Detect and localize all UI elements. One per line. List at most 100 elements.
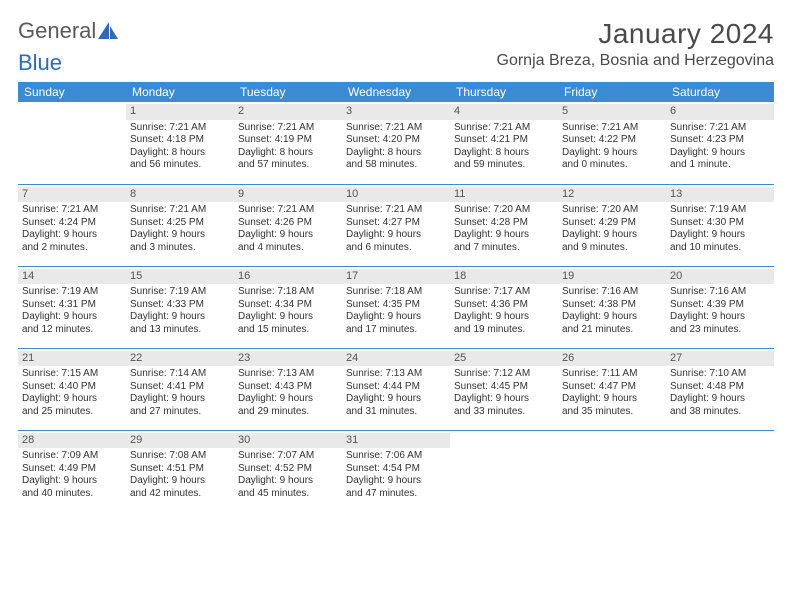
logo-text-gray: General [18, 18, 96, 44]
weekday-header: Friday [558, 82, 666, 102]
daylight1-text: Daylight: 9 hours [562, 393, 662, 406]
calendar-header-row: SundayMondayTuesdayWednesdayThursdayFrid… [18, 82, 774, 102]
calendar-day-cell: 22Sunrise: 7:14 AMSunset: 4:41 PMDayligh… [126, 348, 234, 430]
sunset-text: Sunset: 4:38 PM [562, 299, 662, 312]
day-number: 28 [18, 433, 126, 449]
daylight1-text: Daylight: 9 hours [346, 475, 446, 488]
day-number: 29 [126, 433, 234, 449]
daylight2-text: and 58 minutes. [346, 159, 446, 172]
sunset-text: Sunset: 4:47 PM [562, 381, 662, 394]
sunset-text: Sunset: 4:31 PM [22, 299, 122, 312]
sunset-text: Sunset: 4:20 PM [346, 134, 446, 147]
daylight2-text: and 38 minutes. [670, 406, 770, 419]
sunrise-text: Sunrise: 7:10 AM [670, 368, 770, 381]
calendar-day-cell: 27Sunrise: 7:10 AMSunset: 4:48 PMDayligh… [666, 348, 774, 430]
sunset-text: Sunset: 4:45 PM [454, 381, 554, 394]
daylight2-text: and 29 minutes. [238, 406, 338, 419]
daylight1-text: Daylight: 9 hours [238, 393, 338, 406]
calendar-day-cell: 7Sunrise: 7:21 AMSunset: 4:24 PMDaylight… [18, 184, 126, 266]
sunset-text: Sunset: 4:39 PM [670, 299, 770, 312]
daylight2-text: and 40 minutes. [22, 488, 122, 501]
daylight2-text: and 1 minute. [670, 159, 770, 172]
daylight1-text: Daylight: 8 hours [238, 147, 338, 160]
daylight2-text: and 47 minutes. [346, 488, 446, 501]
calendar-day-cell: 11Sunrise: 7:20 AMSunset: 4:28 PMDayligh… [450, 184, 558, 266]
day-number: 22 [126, 351, 234, 367]
logo-sail-icon [98, 22, 120, 40]
calendar-table: SundayMondayTuesdayWednesdayThursdayFrid… [18, 82, 774, 512]
calendar-day-cell: 17Sunrise: 7:18 AMSunset: 4:35 PMDayligh… [342, 266, 450, 348]
month-title: January 2024 [497, 18, 775, 50]
sunset-text: Sunset: 4:35 PM [346, 299, 446, 312]
sunrise-text: Sunrise: 7:21 AM [22, 204, 122, 217]
sunset-text: Sunset: 4:23 PM [670, 134, 770, 147]
sunrise-text: Sunrise: 7:16 AM [670, 286, 770, 299]
sunrise-text: Sunrise: 7:21 AM [346, 122, 446, 135]
location: Gornja Breza, Bosnia and Herzegovina [497, 52, 775, 70]
calendar-day-cell: 13Sunrise: 7:19 AMSunset: 4:30 PMDayligh… [666, 184, 774, 266]
calendar-day-cell: 25Sunrise: 7:12 AMSunset: 4:45 PMDayligh… [450, 348, 558, 430]
sunset-text: Sunset: 4:29 PM [562, 217, 662, 230]
calendar-day-cell: 15Sunrise: 7:19 AMSunset: 4:33 PMDayligh… [126, 266, 234, 348]
title-block: January 2024 Gornja Breza, Bosnia and He… [497, 18, 775, 70]
day-number: 17 [342, 269, 450, 285]
day-number: 9 [234, 187, 342, 203]
sunrise-text: Sunrise: 7:19 AM [22, 286, 122, 299]
sunset-text: Sunset: 4:33 PM [130, 299, 230, 312]
daylight1-text: Daylight: 9 hours [670, 311, 770, 324]
daylight1-text: Daylight: 9 hours [562, 229, 662, 242]
calendar-day-cell: 24Sunrise: 7:13 AMSunset: 4:44 PMDayligh… [342, 348, 450, 430]
sunset-text: Sunset: 4:24 PM [22, 217, 122, 230]
daylight2-text: and 17 minutes. [346, 324, 446, 337]
sunrise-text: Sunrise: 7:06 AM [346, 450, 446, 463]
day-number: 15 [126, 269, 234, 285]
sunrise-text: Sunrise: 7:21 AM [238, 122, 338, 135]
day-number: 23 [234, 351, 342, 367]
daylight1-text: Daylight: 9 hours [346, 393, 446, 406]
sunset-text: Sunset: 4:44 PM [346, 381, 446, 394]
daylight1-text: Daylight: 9 hours [130, 311, 230, 324]
weekday-header: Wednesday [342, 82, 450, 102]
daylight1-text: Daylight: 9 hours [22, 311, 122, 324]
weekday-header: Monday [126, 82, 234, 102]
calendar-day-cell [666, 430, 774, 512]
sunrise-text: Sunrise: 7:12 AM [454, 368, 554, 381]
daylight2-text: and 57 minutes. [238, 159, 338, 172]
calendar-week-row: 7Sunrise: 7:21 AMSunset: 4:24 PM Daylight… [18, 184, 774, 266]
calendar-day-cell: 6Sunrise: 7:21 AMSunset: 4:23 PMDaylight… [666, 102, 774, 184]
sunset-text: Sunset: 4:34 PM [238, 299, 338, 312]
weekday-header: Tuesday [234, 82, 342, 102]
sunset-text: Sunset: 4:48 PM [670, 381, 770, 394]
sunset-text: Sunset: 4:51 PM [130, 463, 230, 476]
daylight2-text: and 6 minutes. [346, 242, 446, 255]
daylight1-text: Daylight: 9 hours [130, 229, 230, 242]
calendar-week-row: 1Sunrise: 7:21 AMSunset: 4:18 PMDaylight… [18, 102, 774, 184]
sunset-text: Sunset: 4:30 PM [670, 217, 770, 230]
sunrise-text: Sunrise: 7:21 AM [562, 122, 662, 135]
calendar-day-cell [450, 430, 558, 512]
sunrise-text: Sunrise: 7:17 AM [454, 286, 554, 299]
sunrise-text: Sunrise: 7:20 AM [454, 204, 554, 217]
daylight1-text: Daylight: 8 hours [346, 147, 446, 160]
calendar-day-cell: 16Sunrise: 7:18 AMSunset: 4:34 PMDayligh… [234, 266, 342, 348]
daylight2-text: and 35 minutes. [562, 406, 662, 419]
day-number: 8 [126, 187, 234, 203]
weekday-header: Sunday [18, 82, 126, 102]
sunrise-text: Sunrise: 7:08 AM [130, 450, 230, 463]
daylight2-text: and 33 minutes. [454, 406, 554, 419]
daylight2-text: and 59 minutes. [454, 159, 554, 172]
daylight2-text: and 12 minutes. [22, 324, 122, 337]
day-number: 7 [18, 187, 126, 203]
sunrise-text: Sunrise: 7:13 AM [238, 368, 338, 381]
day-number: 5 [558, 104, 666, 120]
calendar-day-cell: 31Sunrise: 7:06 AMSunset: 4:54 PMDayligh… [342, 430, 450, 512]
sunrise-text: Sunrise: 7:16 AM [562, 286, 662, 299]
daylight1-text: Daylight: 9 hours [22, 475, 122, 488]
daylight2-text: and 4 minutes. [238, 242, 338, 255]
sunrise-text: Sunrise: 7:11 AM [562, 368, 662, 381]
daylight2-text: and 19 minutes. [454, 324, 554, 337]
calendar-day-cell: 26Sunrise: 7:11 AMSunset: 4:47 PMDayligh… [558, 348, 666, 430]
daylight1-text: Daylight: 9 hours [670, 147, 770, 160]
daylight2-text: and 23 minutes. [670, 324, 770, 337]
calendar-day-cell: 4Sunrise: 7:21 AMSunset: 4:21 PMDaylight… [450, 102, 558, 184]
